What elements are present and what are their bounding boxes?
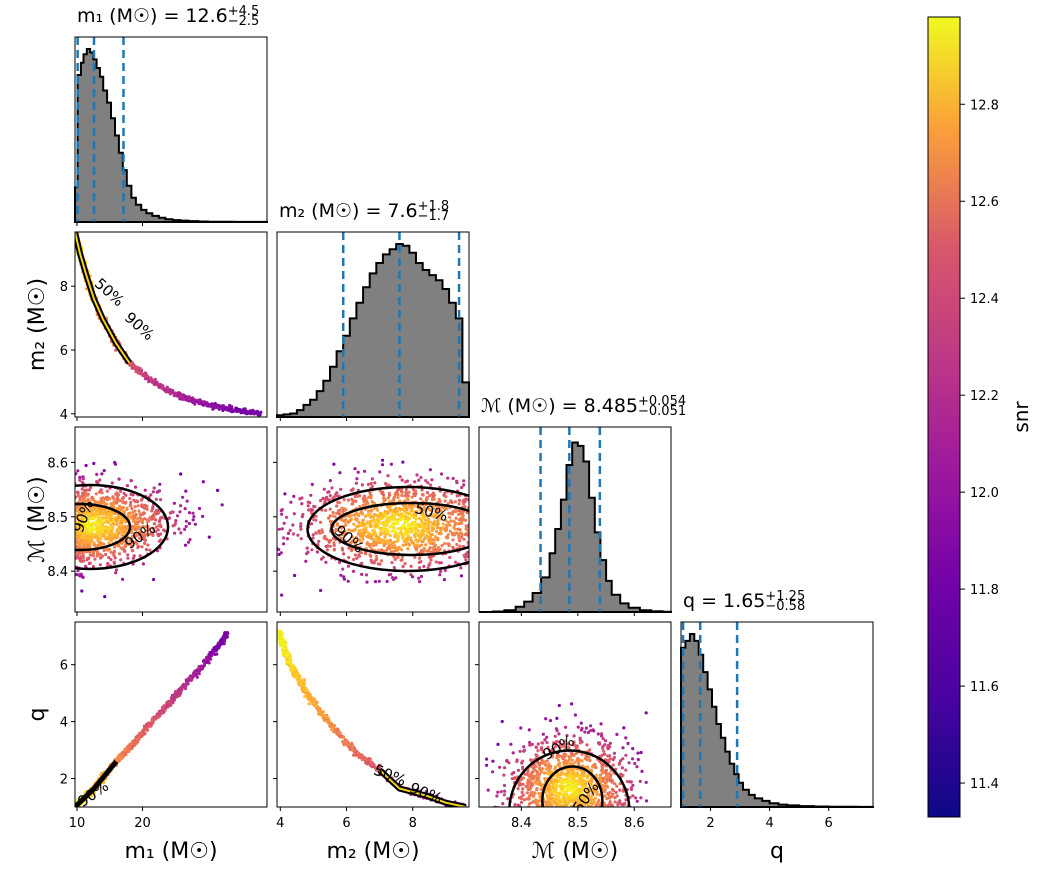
scatter-mc-q: 90%50%	[485, 702, 649, 807]
y-tick-label-m2: 4	[60, 408, 68, 423]
contour-90-m2-mc	[306, 485, 469, 573]
y-tick-label-m2: 6	[60, 344, 68, 359]
histogram-bars-q	[680, 633, 874, 808]
panel-frame-m1-q	[74, 621, 268, 808]
contour-core-m1-m2	[75, 232, 131, 364]
contour-90-mc-q	[508, 749, 631, 807]
scatter-m2-q: 50%90%	[277, 628, 467, 808]
x-tick-label-m1: 10	[69, 816, 86, 831]
panel-title-mc: ℳ (M☉) = 8.485+0.054	[481, 394, 686, 417]
x-tick-label-q: 4	[765, 816, 773, 831]
panel-title-q: q = 1.65+1.25	[683, 589, 805, 612]
colorbar-gradient	[927, 16, 961, 818]
x-axis-label-m1: m₁ (M☉)	[124, 839, 217, 864]
colorbar-tick-label: 12.4	[970, 292, 999, 307]
y-axis-label-m2: m₂ (M☉)	[25, 278, 50, 371]
histogram-bars-m1	[74, 48, 268, 223]
panel-frame-m1-mc	[74, 426, 268, 613]
y-tick-label-q: 4	[60, 716, 68, 731]
contour-50-m1-mc	[75, 502, 132, 552]
colorbar-label: snr	[1009, 401, 1033, 433]
x-axis-label-q: q	[770, 839, 784, 864]
contour-50-mc-q	[541, 765, 604, 807]
panel-frame-m2-m2	[276, 231, 470, 418]
panel-title-m2: m₂ (M☉) = 7.6+1.8	[279, 199, 449, 222]
histogram-mc	[478, 426, 672, 613]
y-axis-label-q: q	[25, 708, 50, 722]
histogram-bars-mc	[479, 441, 672, 613]
histogram-bars-m2	[276, 243, 470, 418]
colorbar-tick-label: 11.4	[970, 777, 999, 792]
y-tick-label-m2: 8	[60, 280, 68, 295]
x-tick-label-m2: 8	[409, 816, 417, 831]
x-axis-label-mc: ℳ (M☉)	[532, 839, 618, 864]
panel-frame-m2-q	[276, 621, 470, 808]
panel-frame-mc-mc	[478, 426, 672, 613]
scatter-m1-mc: 90%90%	[75, 460, 224, 599]
contour-label-50-m2-mc: 50%	[413, 499, 450, 525]
colorbar-tick-label: 12.0	[970, 486, 999, 501]
y-tick-label-q: 2	[60, 773, 68, 788]
panel-title-sub-m2: −1.7	[418, 209, 450, 224]
contour-core-m2-q	[378, 769, 466, 807]
panel-frame-q-q	[680, 621, 874, 808]
panel-title-m1: m₁ (M☉) = 12.6+4.5	[77, 4, 259, 27]
scatter-m2-mc: 50%90%	[277, 458, 469, 597]
histogram-m1	[74, 36, 268, 223]
y-tick-label-mc: 8.6	[47, 456, 68, 471]
x-tick-label-q: 2	[706, 816, 714, 831]
colorbar	[927, 16, 965, 818]
contour-50-m2-mc	[330, 501, 469, 557]
contour-label-90-m1-m2: 90%	[121, 308, 158, 344]
x-axis-label-m2: m₂ (M☉)	[326, 839, 419, 864]
colorbar-tick-label: 12.6	[970, 195, 999, 210]
panel-title-sub-q: −0.58	[765, 599, 805, 614]
y-axis-label-mc: ℳ (M☉)	[25, 476, 50, 562]
x-tick-label-m2: 4	[276, 816, 284, 831]
y-tick-label-mc: 8.5	[47, 511, 68, 526]
y-tick-label-mc: 8.4	[47, 565, 68, 580]
contour-m1-q	[75, 759, 119, 807]
scatter-m1-m2: 50%90%	[75, 232, 263, 417]
contour-label-90-m2-q: 90%	[407, 779, 445, 808]
panel-title-sub-mc: −0.051	[638, 404, 686, 419]
scatter-m1-q: 90%	[74, 631, 230, 811]
x-tick-label-m2: 6	[342, 816, 350, 831]
panel-frame-mc-q	[478, 621, 672, 808]
panel-frame-m2-mc	[276, 426, 470, 613]
colorbar-tick-label: 12.2	[970, 389, 999, 404]
panel-title-sub-m1: −2.5	[228, 14, 260, 29]
colorbar-tick-label: 11.8	[970, 583, 999, 598]
x-tick-label-q: 6	[825, 816, 833, 831]
x-tick-label-mc: 8.4	[511, 816, 532, 831]
x-tick-label-m1: 20	[134, 816, 151, 831]
panel-frame-m1-m2	[74, 231, 268, 418]
x-tick-label-mc: 8.5	[567, 816, 588, 831]
contour-90-m1-mc	[75, 483, 170, 571]
histogram-m2	[276, 231, 470, 418]
colorbar-tick-label: 12.8	[970, 98, 999, 113]
colorbar-tick-label: 11.6	[970, 680, 999, 695]
panel-frame-m1-m1	[74, 36, 268, 223]
x-tick-label-mc: 8.6	[624, 816, 645, 831]
y-tick-label-q: 6	[60, 659, 68, 674]
contour-label-90-m1-q: 90%	[74, 777, 112, 811]
contour-label-50-m2-q: 50%	[371, 761, 409, 790]
histogram-q	[680, 621, 874, 808]
